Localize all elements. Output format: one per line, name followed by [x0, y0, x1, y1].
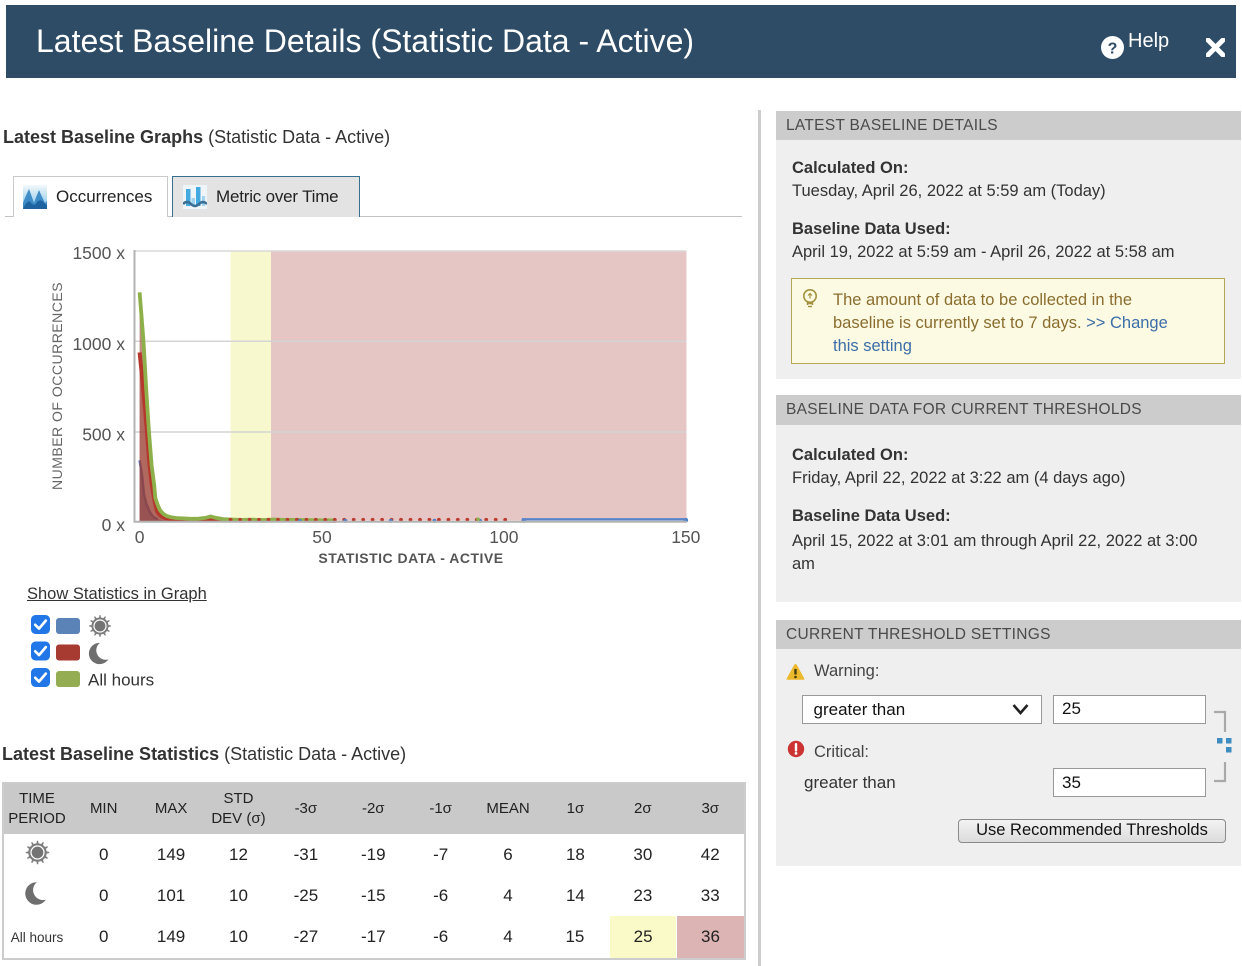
svg-text:?: ?: [1108, 41, 1118, 58]
svg-text:50: 50: [312, 527, 332, 547]
svg-text:0: 0: [135, 527, 145, 547]
svg-text:STATISTIC DATA - ACTIVE: STATISTIC DATA - ACTIVE: [318, 550, 503, 566]
svg-text:100: 100: [489, 527, 518, 547]
svg-text:0 x: 0 x: [102, 515, 126, 535]
svg-text:All hours: All hours: [88, 671, 154, 690]
svg-text:150: 150: [671, 527, 700, 547]
svg-text:NUMBER OF OCCURRENCES: NUMBER OF OCCURRENCES: [49, 282, 65, 490]
svg-text:1000 x: 1000 x: [72, 334, 125, 354]
svg-text:1500 x: 1500 x: [72, 243, 125, 263]
svg-text:500 x: 500 x: [82, 425, 125, 445]
